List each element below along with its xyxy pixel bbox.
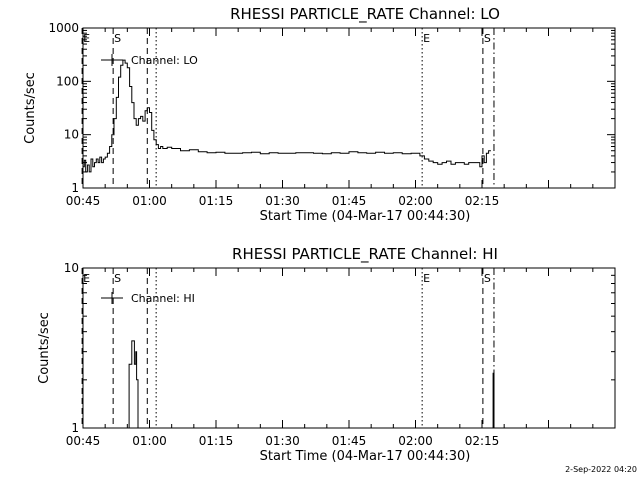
x-tick-label: 00:45 — [66, 194, 101, 208]
series-line — [128, 340, 139, 429]
x-tick-label: 02:00 — [398, 194, 433, 208]
chart-title: RHESSI PARTICLE_RATE Channel: LO — [230, 5, 500, 24]
x-tick-label: 02:15 — [465, 194, 500, 208]
event-marker-label: S — [114, 32, 121, 45]
chart-title: RHESSI PARTICLE_RATE Channel: HI — [232, 245, 498, 264]
y-axis-label: Counts/sec — [23, 72, 38, 144]
x-tick-label: 01:45 — [332, 194, 367, 208]
x-tick-label: 01:30 — [265, 194, 300, 208]
event-marker-label: S — [484, 272, 491, 285]
event-marker-label: E — [83, 272, 90, 285]
panel-hi: RHESSI PARTICLE_RATE Channel: HI 00:45 01:… — [37, 245, 616, 464]
panel-lo: RHESSI PARTICLE_RATE Channel: LO 00:45 01:… — [23, 5, 616, 224]
x-tick-label: 01:15 — [199, 434, 234, 448]
event-marker-label: S — [484, 32, 491, 45]
footer-timestamp: 2-Sep-2022 04:20 — [565, 465, 637, 474]
y-tick-label: 1 — [71, 421, 79, 435]
x-tick-label: 00:45 — [66, 434, 101, 448]
series-line — [83, 59, 491, 173]
x-axis-label: Start Time (04-Mar-17 00:44:30) — [260, 209, 471, 224]
event-marker-label: S — [114, 272, 121, 285]
event-marker-label: E — [423, 32, 430, 45]
y-axis-label: Counts/sec — [37, 312, 52, 384]
x-tick-label: 01:30 — [265, 434, 300, 448]
event-marker-label: E — [83, 32, 90, 45]
x-axis-label: Start Time (04-Mar-17 00:44:30) — [260, 449, 471, 464]
x-tick-label: 01:00 — [132, 194, 167, 208]
event-marker-label: E — [423, 272, 430, 285]
legend-label: Channel: LO — [131, 54, 198, 67]
plot-frame — [82, 27, 616, 189]
y-tick-label: 100 — [56, 74, 79, 88]
legend-label: Channel: HI — [131, 292, 195, 305]
x-tick-label: 01:45 — [332, 434, 367, 448]
x-tick-label: 01:00 — [132, 434, 167, 448]
y-tick-label: 1000 — [48, 21, 79, 35]
x-tick-label: 02:15 — [465, 434, 500, 448]
x-tick-label: 02:00 — [398, 434, 433, 448]
x-tick-label: 01:15 — [199, 194, 234, 208]
y-tick-label: 10 — [64, 261, 79, 275]
series-line — [491, 372, 495, 429]
y-tick-label: 10 — [64, 128, 79, 142]
y-tick-label: 1 — [71, 181, 79, 195]
